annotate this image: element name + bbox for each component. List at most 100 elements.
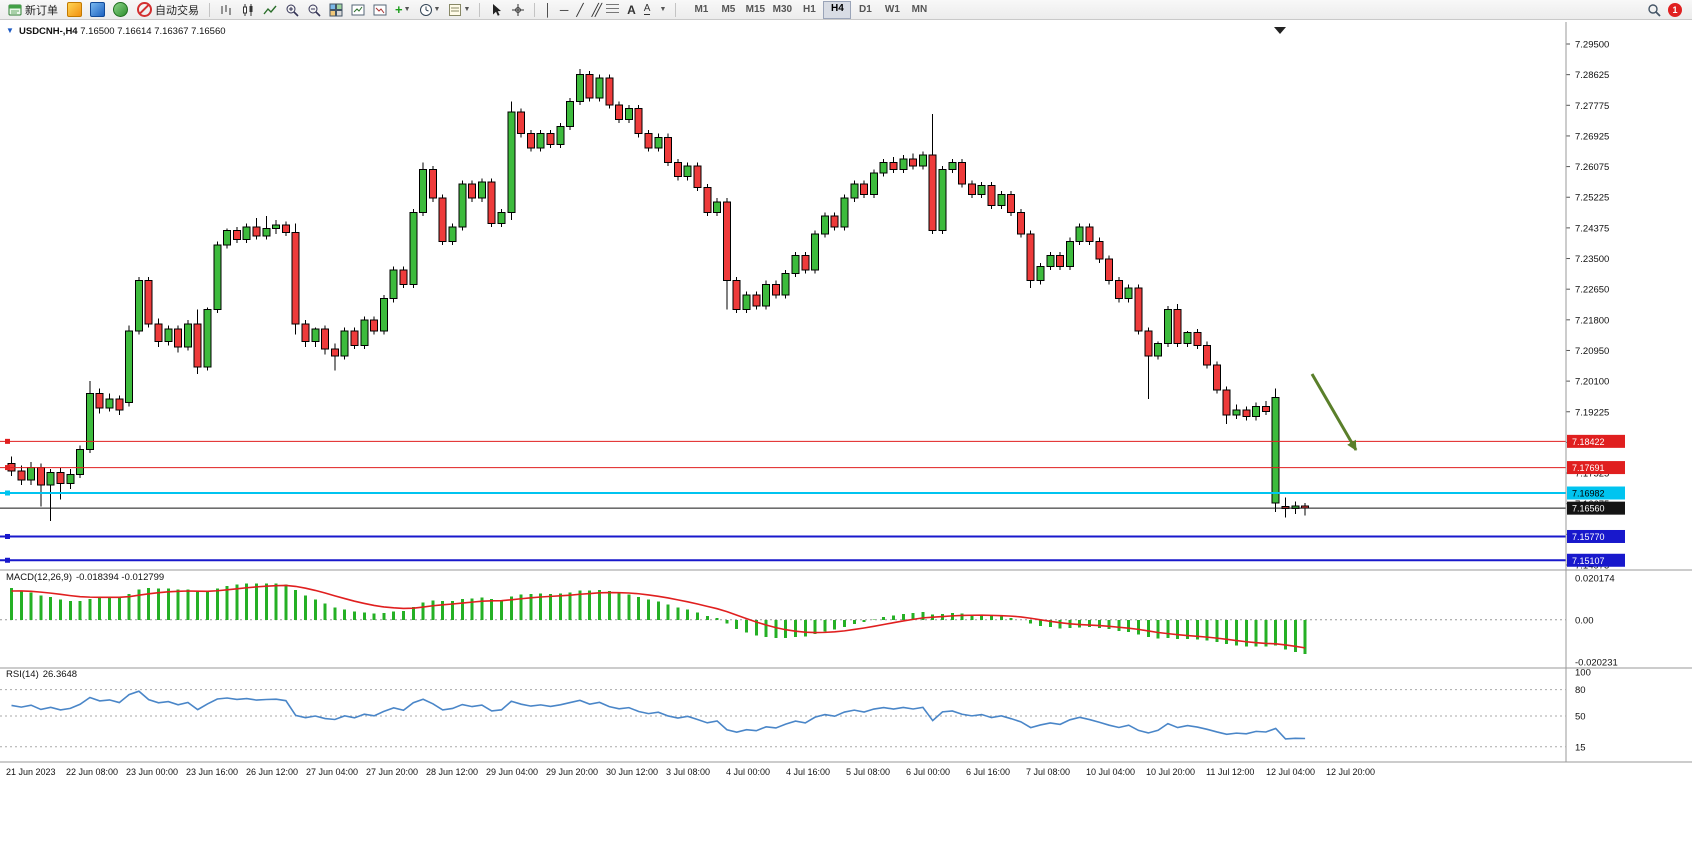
chart-line-button[interactable] (260, 1, 280, 19)
chart-shift-marker[interactable] (1274, 27, 1286, 34)
candle-body (301, 323, 310, 343)
timeframe-button-W1[interactable]: W1 (884, 3, 900, 15)
timeframe-button-D1[interactable]: D1 (858, 3, 872, 15)
bar-chart-icon (221, 4, 231, 15)
candle-body (1222, 389, 1231, 416)
horizontal-line-tool-button[interactable]: ─ (557, 1, 572, 19)
timeframe-button-H4[interactable]: H4 (823, 0, 852, 19)
timeframe-button-M1[interactable]: M1 (694, 3, 709, 15)
price-tick-label: 7.20100 (1575, 377, 1609, 388)
price-tick-label: 7.21800 (1575, 315, 1609, 326)
candle-body (183, 323, 192, 348)
candle-body (27, 466, 36, 481)
editor-button[interactable] (87, 1, 108, 19)
chart-window-a-button[interactable] (348, 1, 368, 19)
price-tick-label: 7.19225 (1575, 407, 1609, 418)
candle-body (340, 330, 349, 357)
timeframe-button-H1[interactable]: H1 (802, 3, 816, 15)
price-tick-label: 7.29500 (1575, 40, 1609, 51)
new-order-button[interactable]: 新订单 (4, 1, 62, 19)
candle-body (840, 197, 849, 228)
indicators-button[interactable]: + ▼ (392, 1, 414, 19)
hline-handle[interactable] (5, 465, 10, 471)
candle-body (487, 181, 496, 224)
macd-panel-label: MACD(12,26,9) -0.018394 -0.012799 (6, 572, 168, 583)
candle-body (232, 230, 241, 240)
hline-handle[interactable] (5, 557, 10, 563)
crosshair-button[interactable] (508, 1, 528, 19)
candle-body (125, 330, 134, 404)
candle-body (1085, 226, 1094, 242)
one-click-trading-icon[interactable]: ▼ (6, 26, 14, 35)
text-tool-button[interactable]: A (624, 1, 639, 19)
candle-body (1252, 405, 1261, 417)
zoom-in-button[interactable] (282, 1, 302, 19)
candle-body (948, 161, 957, 171)
time-label: 3 Jul 08:00 (666, 767, 710, 777)
candle-body (585, 73, 594, 99)
rsi-axis-label: 80 (1575, 685, 1586, 696)
candle-body (281, 224, 290, 233)
chevron-down-icon: ▼ (403, 6, 411, 13)
rsi-axis-label: 15 (1575, 742, 1586, 753)
auto-trading-button[interactable]: 自动交易 (133, 1, 203, 19)
cursor-button[interactable] (486, 1, 506, 19)
price-tick-label: 7.24375 (1575, 223, 1609, 234)
candle-body (17, 470, 26, 481)
fibonacci-tool-button[interactable] (603, 1, 622, 19)
candle-body (977, 185, 986, 196)
vertical-line-tool-button[interactable]: │ (541, 1, 555, 19)
market-button[interactable] (64, 1, 85, 19)
chart-candles-button[interactable] (238, 1, 258, 19)
candle-body (742, 294, 751, 310)
chart-window-b-button[interactable] (370, 1, 390, 19)
macd-current-values: -0.018394 -0.012799 (76, 572, 165, 583)
timeframe-button-M30[interactable]: M30 (772, 3, 793, 15)
timeframe-button-MN[interactable]: MN (911, 3, 928, 15)
notification-badge[interactable]: 1 (1668, 2, 1682, 17)
community-icon (113, 2, 128, 17)
periods-button[interactable]: ▼ (416, 1, 444, 19)
candle-body (615, 104, 624, 120)
timeframe-bar: M1 M5 M15 M30 H1 H4 D1 W1 MN (688, 0, 932, 19)
candle-body (1203, 344, 1212, 366)
chart-bars-button[interactable] (216, 1, 236, 19)
candle-body (1075, 226, 1084, 242)
price-tag-label: 7.18422 (1572, 437, 1605, 447)
channel-tool-button[interactable]: ╱╱ (589, 1, 603, 19)
candle-body (1242, 409, 1251, 417)
price-tag (1567, 486, 1625, 500)
time-label: 22 Jun 08:00 (66, 767, 118, 777)
candle-body (575, 73, 584, 102)
search-icon (1648, 3, 1661, 17)
hline-handle[interactable] (5, 438, 10, 444)
zoom-out-icon (308, 4, 321, 17)
chart-canvas[interactable]: 7.29500 7.28625 7.27775 7.26925 7.26075 7.252… (0, 22, 1692, 846)
chevron-down-icon: ▼ (463, 6, 471, 13)
time-label: 10 Jul 20:00 (1146, 767, 1195, 777)
zoom-out-button[interactable] (304, 1, 324, 19)
candle-body (1193, 332, 1202, 346)
hline-handle[interactable] (5, 490, 10, 496)
price-tick-label: 7.26075 (1575, 162, 1609, 173)
tile-windows-button[interactable] (326, 1, 346, 19)
templates-button[interactable]: ▼ (445, 1, 473, 19)
candle-body (889, 161, 898, 171)
shapes-menu-button[interactable]: ▼ (655, 1, 669, 19)
candle-body (409, 212, 418, 285)
candle-body (66, 473, 75, 484)
search-button[interactable] (1644, 1, 1664, 19)
timeframe-button-M15[interactable]: M15 (745, 3, 766, 15)
trendline-icon: ╱ (576, 2, 584, 17)
community-button[interactable] (110, 1, 131, 19)
hline-handle[interactable] (5, 533, 10, 539)
candle-body (811, 233, 820, 271)
trendline-tool-button[interactable]: ╱ (573, 1, 586, 19)
candle-body (997, 194, 1006, 206)
candle-body (1007, 194, 1016, 214)
timeframe-button-M5[interactable]: M5 (721, 3, 736, 15)
label-tool-button[interactable]: A (641, 1, 654, 19)
macd-axis-label: -0.020231 (1575, 657, 1618, 668)
arrow-annotation[interactable] (1310, 373, 1358, 451)
time-label: 4 Jul 16:00 (786, 767, 830, 777)
